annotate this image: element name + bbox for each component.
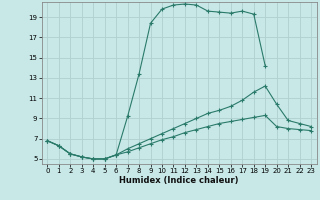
X-axis label: Humidex (Indice chaleur): Humidex (Indice chaleur) [119, 176, 239, 185]
